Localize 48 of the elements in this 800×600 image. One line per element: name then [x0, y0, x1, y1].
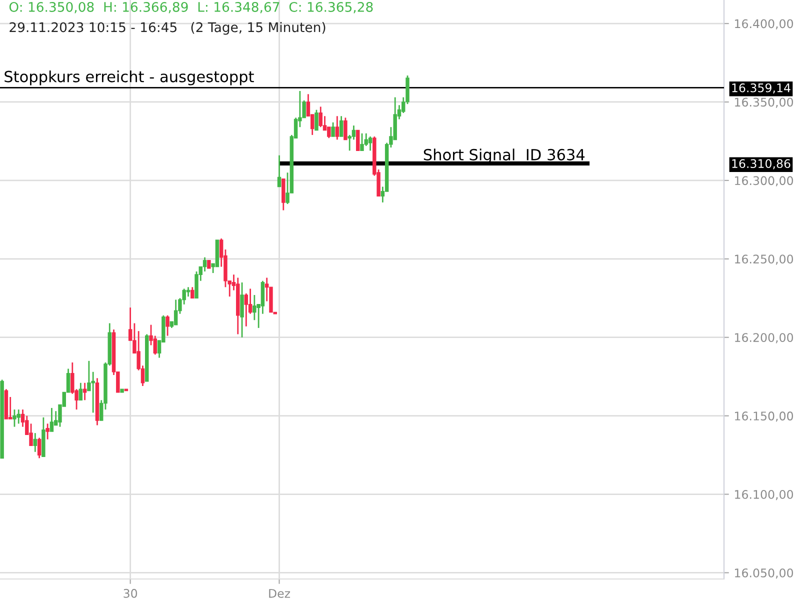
y2-tick-label: 16.310,86: [732, 159, 790, 170]
candlestick: [277, 154, 282, 188]
y-tick-label: 16.400,00: [735, 19, 794, 30]
candlestick: [335, 115, 340, 140]
x-tick-label: 30: [124, 588, 138, 598]
y-tick-label: 16.350,00: [735, 98, 794, 108]
text: 29.11.2023 10:15 - 16:45 (2 Tage, 15 Minuten): [10, 22, 326, 35]
candlestick: [318, 106, 322, 128]
candlestick: [50, 407, 54, 432]
candlestick: [12, 408, 16, 428]
chart-title: O: 16.350,08 H: 16.366,89 L: 16.348,67 C: 16.365,28: [9, 2, 373, 14]
y-tick-label: 16.050,00: [735, 568, 794, 579]
candlestick: [29, 422, 33, 446]
candlestick: [260, 280, 265, 315]
candlestick: [166, 314, 170, 336]
candlestick: [190, 286, 194, 299]
y-tick-label: 16.250,00: [735, 254, 794, 265]
candlestick: [16, 408, 20, 424]
candlestick: [46, 422, 50, 440]
candlestick: [344, 116, 348, 140]
candlestick: [327, 126, 331, 139]
y2-tick-label: 16.359,14: [732, 83, 790, 94]
series-label: Short Signal ID 3634: [424, 148, 585, 164]
candlestick: [282, 178, 286, 211]
candlestick: [368, 136, 372, 152]
candlestick: [364, 132, 368, 147]
candlestick: [37, 437, 42, 459]
candlestick: [78, 382, 83, 401]
candlestick: [153, 335, 158, 356]
candlestick: [244, 292, 248, 328]
y-tick-label: 16.150,00: [735, 412, 794, 422]
candlestick: [202, 256, 207, 272]
candlestick: [314, 109, 318, 131]
y-tick-label: 16.300,00: [735, 176, 794, 186]
x-tick-label: Dez: [269, 589, 290, 598]
candlestick: [360, 132, 364, 152]
candlestick: [194, 270, 198, 299]
candlestick: [174, 299, 178, 326]
candlestick: [356, 130, 360, 152]
candlestick: [331, 122, 335, 138]
candlestick: [82, 382, 87, 401]
candlestick: [33, 432, 38, 453]
y-tick-label: 16.100,00: [735, 490, 794, 500]
candlestick: [186, 286, 190, 298]
candlestick: [240, 282, 244, 338]
y-tick-label: 16.200,00: [735, 333, 794, 344]
ref-line-label: Stoppkurs erreicht - ausgestoppt: [4, 70, 254, 86]
candlestick: [339, 115, 344, 138]
